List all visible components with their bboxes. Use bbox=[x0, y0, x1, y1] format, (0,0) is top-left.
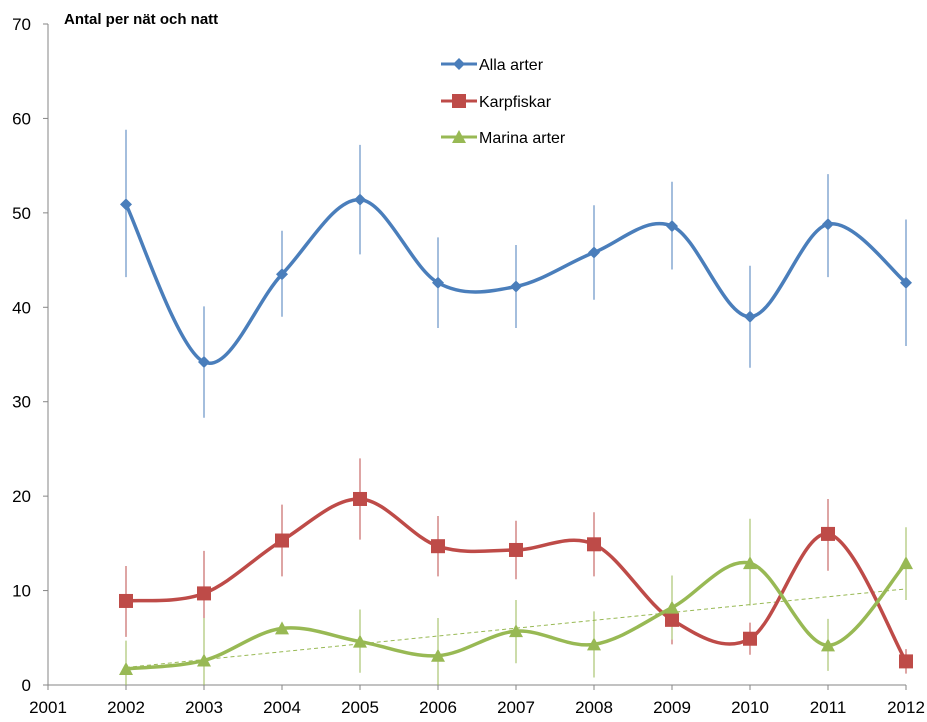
series-markers bbox=[119, 193, 913, 675]
karpfiskar-data-point bbox=[587, 537, 601, 552]
alla-arter-line bbox=[124, 197, 908, 366]
x-tick-label: 2010 bbox=[731, 698, 769, 717]
karpfiskar-data-point bbox=[275, 533, 289, 548]
x-tick-label: 2007 bbox=[497, 698, 535, 717]
y-tick-label: 0 bbox=[22, 676, 31, 695]
error-bars bbox=[125, 129, 907, 685]
x-tick-label: 2002 bbox=[107, 698, 145, 717]
karpfiskar-data-point bbox=[353, 491, 367, 506]
legend-marker-marina-arter bbox=[452, 130, 466, 143]
y-tick-label: 70 bbox=[12, 15, 31, 34]
karpfiskar-data-point bbox=[743, 631, 757, 646]
x-tick-label: 2006 bbox=[419, 698, 457, 717]
x-tick-label: 2005 bbox=[341, 698, 379, 717]
karpfiskar-data-point bbox=[119, 593, 133, 608]
y-tick-label: 30 bbox=[12, 393, 31, 412]
x-tick-label: 2009 bbox=[653, 698, 691, 717]
axes bbox=[47, 24, 906, 686]
y-axis-ticks: 0 10 20 30 40 50 60 70 bbox=[12, 15, 48, 695]
alla-arter-data-point bbox=[198, 356, 210, 369]
y-tick-label: 60 bbox=[12, 109, 31, 128]
marina-arter-line bbox=[125, 560, 908, 671]
series-lines bbox=[124, 197, 908, 671]
alla-arter-data-point bbox=[432, 276, 444, 289]
alla-arter-data-point bbox=[822, 218, 834, 231]
karpfiskar-data-point bbox=[431, 539, 445, 554]
karpfiskar-data-point bbox=[665, 612, 679, 627]
alla-arter-data-point bbox=[354, 193, 366, 206]
y-tick-label: 40 bbox=[12, 298, 31, 317]
x-axis-ticks: 2001 2002 2003 2004 2005 2006 2007 2008 2009 2010… bbox=[29, 685, 925, 717]
marina-arter-data-point bbox=[119, 661, 133, 675]
marina-arter-data-point bbox=[275, 621, 289, 635]
karpfiskar-data-point bbox=[821, 526, 835, 541]
legend-marker-alla-arter bbox=[453, 58, 465, 70]
karpfiskar-data-point bbox=[509, 542, 523, 557]
x-tick-label: 2012 bbox=[887, 698, 925, 717]
marina-arter-data-point bbox=[821, 638, 835, 652]
x-tick-label: 2001 bbox=[29, 698, 67, 717]
karpfiskar-data-point bbox=[899, 654, 913, 669]
alla-arter-data-point bbox=[900, 276, 912, 289]
x-tick-label: 2004 bbox=[263, 698, 301, 717]
marina-arter-data-point bbox=[431, 648, 445, 662]
chart-title: Antal per nät och natt bbox=[64, 11, 218, 28]
alla-arter-data-point bbox=[276, 268, 288, 281]
legend-marker-karpfiskar bbox=[452, 94, 466, 108]
x-tick-label: 2003 bbox=[185, 698, 223, 717]
legend-label-karpfiskar: Karpfiskar bbox=[479, 94, 552, 111]
alla-arter-data-point bbox=[666, 220, 678, 233]
marina-arter-data-point bbox=[665, 600, 679, 614]
karpfiskar-line bbox=[125, 497, 908, 663]
legend: Alla arter Karpfiskar Marina arter bbox=[441, 57, 566, 147]
alla-arter-data-point bbox=[510, 280, 522, 293]
marina-arter-data-point bbox=[353, 634, 367, 648]
y-tick-label: 20 bbox=[12, 487, 31, 506]
x-tick-label: 2008 bbox=[575, 698, 613, 717]
marina-arter-data-point bbox=[509, 624, 523, 638]
y-tick-label: 50 bbox=[12, 204, 31, 223]
marina-arter-data-point bbox=[899, 556, 913, 570]
marina-arter-data-point bbox=[743, 556, 757, 570]
alla-arter-data-point bbox=[588, 246, 600, 259]
marina-arter-data-point bbox=[197, 653, 211, 667]
x-tick-label: 2011 bbox=[810, 698, 847, 717]
marina-arter-data-point bbox=[587, 637, 601, 651]
karpfiskar-data-point bbox=[197, 586, 211, 601]
legend-label-marina-arter: Marina arter bbox=[479, 130, 566, 147]
alla-arter-data-point bbox=[744, 310, 756, 323]
legend-label-alla-arter: Alla arter bbox=[479, 57, 544, 74]
y-tick-label: 10 bbox=[12, 582, 31, 601]
alla-arter-data-point bbox=[120, 198, 132, 211]
